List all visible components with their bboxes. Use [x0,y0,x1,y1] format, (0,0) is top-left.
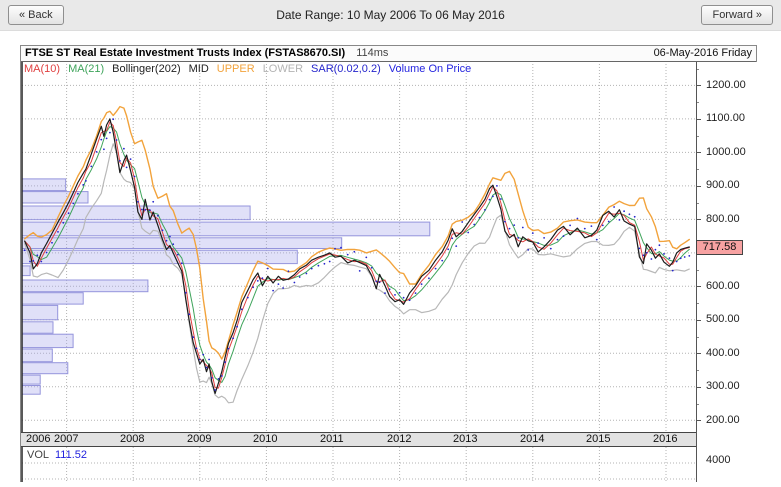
chart-date-label: 06-May-2016 Friday [653,47,752,59]
volume-value: 111.52 [55,449,88,461]
price-label-300: 300.00 [706,380,740,393]
date-range-label: Date Range: 10 May 2006 To 06 May 2016 [276,8,505,22]
price-label-600: 600.00 [706,279,740,292]
chart-frame: FTSE ST Real Estate Investment Trusts In… [20,45,757,482]
price-label-900: 900.00 [706,179,740,192]
year-label-2012: 2012 [387,433,412,445]
chart-title: FTSE ST Real Estate Investment Trusts In… [25,47,346,59]
year-label-2006: 2006 [26,433,51,445]
year-label-2013: 2013 [453,433,478,445]
volume-axis-label: 4000 [706,454,731,466]
year-label-2014: 2014 [520,433,545,445]
legend-item-5: LOWER [262,63,304,75]
price-label-200: 200.00 [706,413,740,426]
legend-item-4: UPPER [216,63,255,75]
plot-region: MA(10) MA(21) Bollinger(202) MID UPPER LOWER S… [21,62,757,482]
forward-button[interactable]: Forward » [701,5,773,25]
toolbar: « Back Date Range: 10 May 2006 To 06 May… [0,0,781,31]
price-label-800: 800.00 [706,212,740,225]
year-label-2011: 2011 [320,433,344,445]
year-label-2016: 2016 [653,433,678,445]
legend-item-3: MID [188,63,209,75]
price-label-400: 400.00 [706,346,740,359]
price-label-1200: 1200.00 [706,78,746,91]
year-label-2015: 2015 [586,433,611,445]
price-label-500: 500.00 [706,313,740,326]
time-axis: 2006 2007 2008 2009 2010 2011 2012 2013 2014 2015… [21,432,696,447]
price-label-1100: 1100.00 [706,112,745,125]
legend-item-1: MA(21) [68,63,105,75]
last-price-tag: 717.58 [696,240,743,255]
year-label-2009: 2009 [187,433,212,445]
volume-pane: VOL 111.52 [21,447,696,482]
legend-item-7: Volume On Price [388,63,472,75]
plot-legend: MA(10) MA(21) Bollinger(202) MID UPPER LOWER S… [24,63,479,75]
legend-item-2: Bollinger(202) [112,63,181,75]
legend-item-6: SAR(0.02,0.2) [311,63,381,75]
chart-title-group: FTSE ST Real Estate Investment Trusts In… [25,46,388,61]
price-label-1000: 1000.00 [706,145,746,158]
volume-label: VOL [27,449,50,461]
year-label-2007: 2007 [54,433,79,445]
price-plot[interactable] [21,62,696,432]
volume-grid [21,447,695,482]
year-label-2008: 2008 [120,433,145,445]
chart-title-row: FTSE ST Real Estate Investment Trusts In… [21,46,756,62]
year-label-2010: 2010 [253,433,278,445]
chart-latency: 114ms [356,47,389,59]
price-axis: 717.58 4000 1200.00 1100.00 1000.00 900.00 8… [696,62,757,482]
legend-item-0: MA(10) [24,63,61,75]
back-button[interactable]: « Back [8,5,64,25]
